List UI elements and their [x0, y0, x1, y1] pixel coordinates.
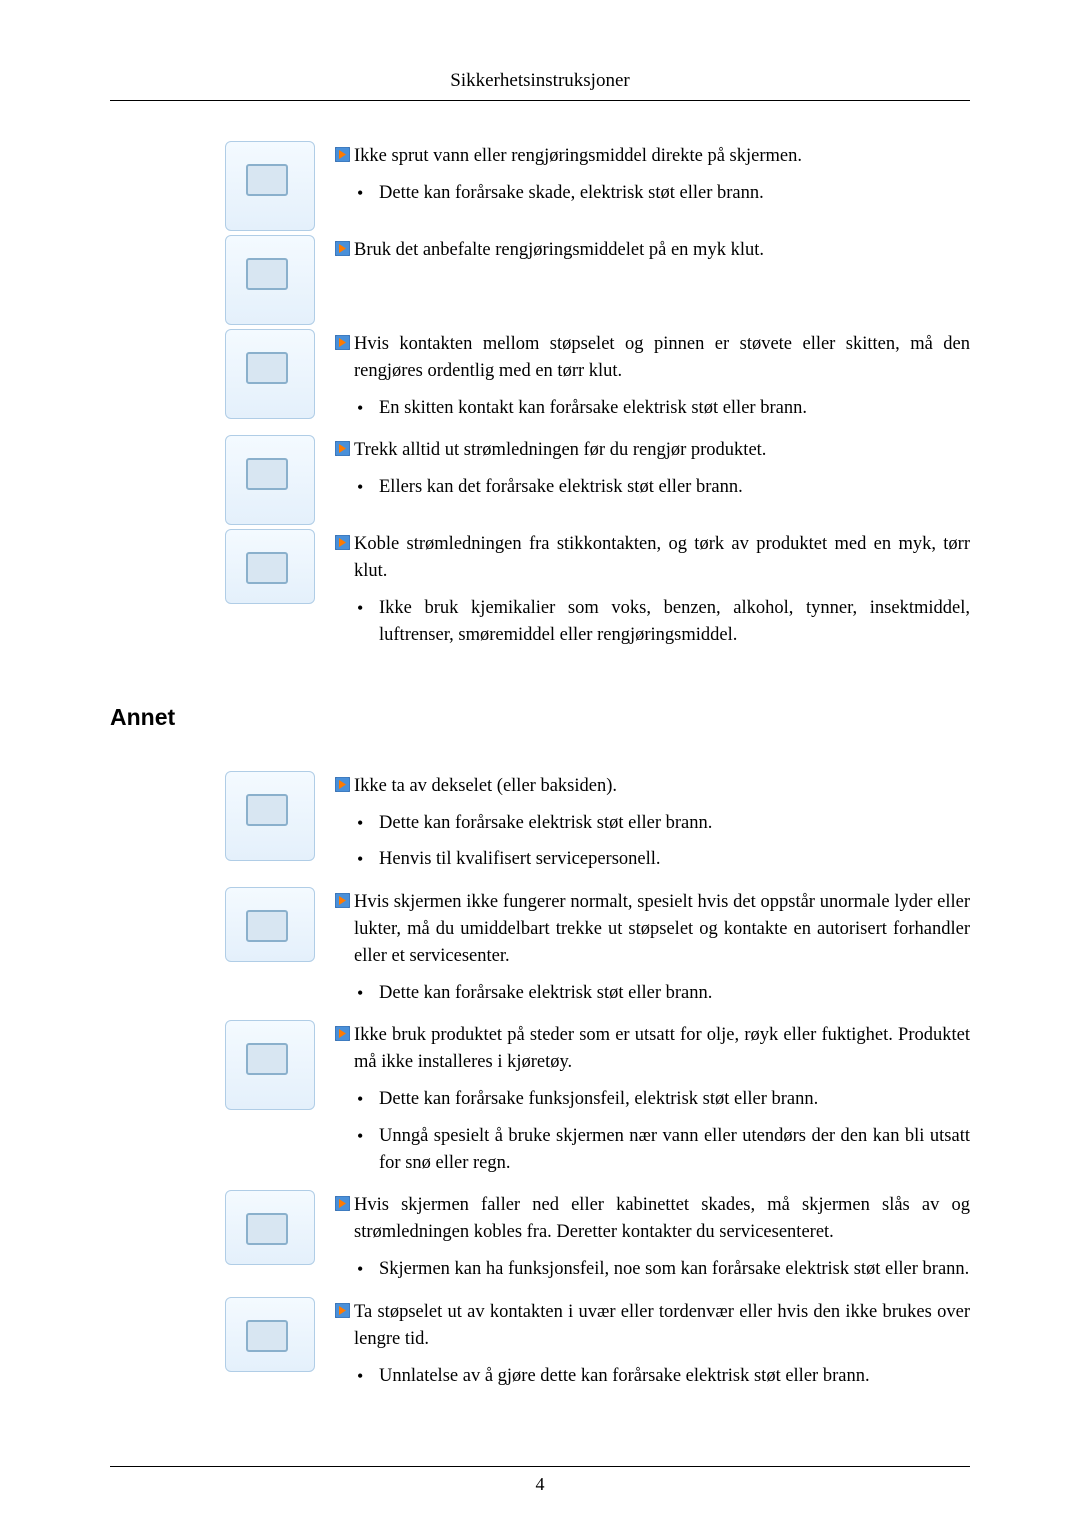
sub-item: Dette kan forårsake skade, elektrisk stø…	[357, 180, 970, 207]
illustration-icon	[225, 1297, 315, 1372]
instruction-item: Hvis skjermen ikke fungerer normalt, spe…	[225, 887, 970, 1016]
sub-item: Ikke bruk kjemikalier som voks, benzen, …	[357, 595, 970, 649]
footer-rule	[110, 1466, 970, 1467]
illustration-icon	[225, 771, 315, 861]
instruction-lead: Ikke sprut vann eller rengjøringsmiddel …	[335, 143, 970, 170]
sub-item: Ellers kan det forårsake elektrisk støt …	[357, 474, 970, 501]
instruction-item: Hvis skjermen faller ned eller kabinette…	[225, 1190, 970, 1292]
sub-list: Dette kan forårsake elektrisk støt eller…	[335, 980, 970, 1007]
instruction-item: Trekk alltid ut strømledningen før du re…	[225, 435, 970, 525]
instruction-text: Bruk det anbefalte rengjøringsmiddelet p…	[335, 235, 970, 274]
content-area: Ikke sprut vann eller rengjøringsmiddel …	[110, 141, 970, 1399]
sub-item: Skjermen kan ha funksjonsfeil, noe som k…	[357, 1256, 970, 1283]
instruction-text: Trekk alltid ut strømledningen før du re…	[335, 435, 970, 511]
lead-text: Bruk det anbefalte rengjøringsmiddelet p…	[354, 237, 764, 264]
page-header-title: Sikkerhetsinstruksjoner	[110, 70, 970, 92]
illustration-icon	[225, 1020, 315, 1110]
illustration-icon	[225, 529, 315, 604]
bullet-arrow-icon	[335, 1026, 350, 1041]
sub-list: En skitten kontakt kan forårsake elektri…	[335, 395, 970, 422]
lead-text: Trekk alltid ut strømledningen før du re…	[354, 437, 766, 464]
instruction-text: Ikke sprut vann eller rengjøringsmiddel …	[335, 141, 970, 217]
instruction-text: Koble strømledningen fra stikkontakten, …	[335, 529, 970, 658]
instruction-lead: Bruk det anbefalte rengjøringsmiddelet p…	[335, 237, 970, 264]
lead-text: Hvis skjermen ikke fungerer normalt, spe…	[354, 889, 970, 969]
sub-list: Dette kan forårsake elektrisk støt eller…	[335, 810, 970, 874]
lead-text: Koble strømledningen fra stikkontakten, …	[354, 531, 970, 585]
instruction-lead: Hvis kontakten mellom støpselet og pinne…	[335, 331, 970, 385]
instruction-lead: Ikke ta av dekselet (eller baksiden).	[335, 773, 970, 800]
illustration-icon	[225, 435, 315, 525]
sub-list: Skjermen kan ha funksjonsfeil, noe som k…	[335, 1256, 970, 1283]
header-rule	[110, 100, 970, 101]
instruction-text: Hvis skjermen ikke fungerer normalt, spe…	[335, 887, 970, 1016]
instruction-item: Bruk det anbefalte rengjøringsmiddelet p…	[225, 235, 970, 325]
bullet-arrow-icon	[335, 335, 350, 350]
sub-item: Dette kan forårsake elektrisk støt eller…	[357, 980, 970, 1007]
sub-list: Dette kan forårsake funksjonsfeil, elekt…	[335, 1086, 970, 1176]
instruction-lead: Trekk alltid ut strømledningen før du re…	[335, 437, 970, 464]
instruction-lead: Koble strømledningen fra stikkontakten, …	[335, 531, 970, 585]
sub-list: Unnlatelse av å gjøre dette kan forårsak…	[335, 1363, 970, 1390]
sub-item: Henvis til kvalifisert servicepersonell.	[357, 846, 970, 873]
illustration-icon	[225, 887, 315, 962]
bullet-arrow-icon	[335, 241, 350, 256]
lead-text: Ikke bruk produktet på steder som er uts…	[354, 1022, 970, 1076]
section-cleaning: Ikke sprut vann eller rengjøringsmiddel …	[225, 141, 970, 659]
section-heading-other: Annet	[110, 704, 970, 731]
page-number: 4	[0, 1474, 1080, 1495]
illustration-icon	[225, 329, 315, 419]
instruction-item: Ikke bruk produktet på steder som er uts…	[225, 1020, 970, 1186]
instruction-item: Ta støpselet ut av kontakten i uvær elle…	[225, 1297, 970, 1399]
lead-text: Ikke ta av dekselet (eller baksiden).	[354, 773, 617, 800]
bullet-arrow-icon	[335, 1303, 350, 1318]
instruction-item: Hvis kontakten mellom støpselet og pinne…	[225, 329, 970, 431]
illustration-icon	[225, 235, 315, 325]
instruction-text: Hvis skjermen faller ned eller kabinette…	[335, 1190, 970, 1292]
sub-item: Unngå spesielt å bruke skjermen nær vann…	[357, 1123, 970, 1177]
section-other: Ikke ta av dekselet (eller baksiden). De…	[225, 771, 970, 1400]
instruction-text: Ikke bruk produktet på steder som er uts…	[335, 1020, 970, 1186]
lead-text: Ikke sprut vann eller rengjøringsmiddel …	[354, 143, 802, 170]
bullet-arrow-icon	[335, 777, 350, 792]
lead-text: Hvis skjermen faller ned eller kabinette…	[354, 1192, 970, 1246]
instruction-lead: Ta støpselet ut av kontakten i uvær elle…	[335, 1299, 970, 1353]
sub-list: Ellers kan det forårsake elektrisk støt …	[335, 474, 970, 501]
instruction-lead: Hvis skjermen ikke fungerer normalt, spe…	[335, 889, 970, 969]
lead-text: Hvis kontakten mellom støpselet og pinne…	[354, 331, 970, 385]
instruction-item: Ikke sprut vann eller rengjøringsmiddel …	[225, 141, 970, 231]
instruction-lead: Ikke bruk produktet på steder som er uts…	[335, 1022, 970, 1076]
sub-item: Dette kan forårsake elektrisk støt eller…	[357, 810, 970, 837]
sub-item: Dette kan forårsake funksjonsfeil, elekt…	[357, 1086, 970, 1113]
illustration-icon	[225, 1190, 315, 1265]
instruction-text: Ikke ta av dekselet (eller baksiden). De…	[335, 771, 970, 883]
instruction-text: Hvis kontakten mellom støpselet og pinne…	[335, 329, 970, 431]
sub-list: Dette kan forårsake skade, elektrisk stø…	[335, 180, 970, 207]
bullet-arrow-icon	[335, 441, 350, 456]
bullet-arrow-icon	[335, 893, 350, 908]
sub-list: Ikke bruk kjemikalier som voks, benzen, …	[335, 595, 970, 649]
bullet-arrow-icon	[335, 147, 350, 162]
instruction-item: Koble strømledningen fra stikkontakten, …	[225, 529, 970, 658]
illustration-icon	[225, 141, 315, 231]
sub-item: En skitten kontakt kan forårsake elektri…	[357, 395, 970, 422]
instruction-item: Ikke ta av dekselet (eller baksiden). De…	[225, 771, 970, 883]
lead-text: Ta støpselet ut av kontakten i uvær elle…	[354, 1299, 970, 1353]
instruction-text: Ta støpselet ut av kontakten i uvær elle…	[335, 1297, 970, 1399]
bullet-arrow-icon	[335, 1196, 350, 1211]
sub-item: Unnlatelse av å gjøre dette kan forårsak…	[357, 1363, 970, 1390]
instruction-lead: Hvis skjermen faller ned eller kabinette…	[335, 1192, 970, 1246]
bullet-arrow-icon	[335, 535, 350, 550]
